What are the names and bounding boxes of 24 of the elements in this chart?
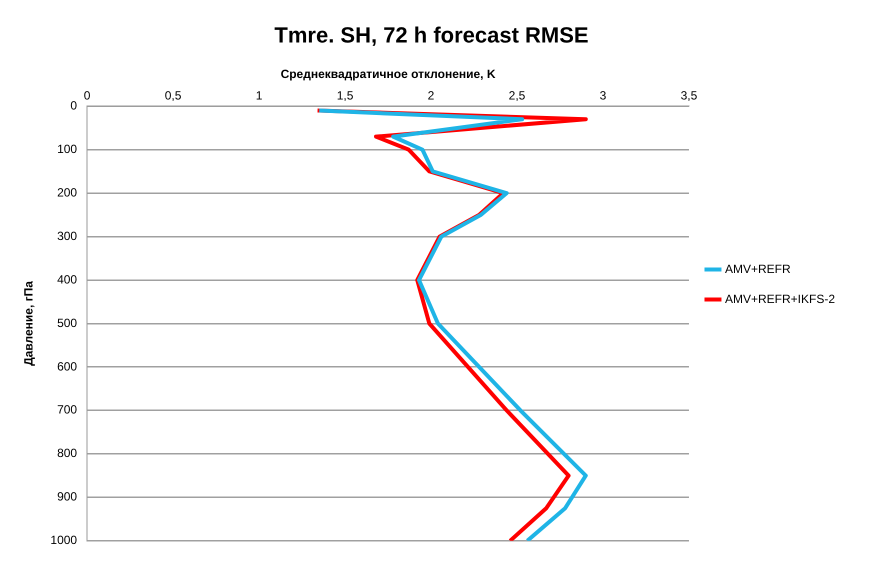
y-tick-label: 100 (57, 142, 78, 156)
x-tick-label: 2 (428, 88, 435, 102)
legend-label: AMV+REFR+IKFS-2 (724, 292, 836, 306)
y-tick-label: 0 (70, 98, 78, 113)
x-tick-label: 0 (84, 88, 91, 102)
x-tick-label: 1 (256, 88, 263, 102)
y-tick-label: 800 (57, 446, 78, 460)
y-tick-label: 400 (57, 272, 78, 286)
chart-title: Tmre. SH, 72 h forecast RMSE (274, 22, 589, 48)
y-tick-label: 200 (57, 185, 78, 200)
x-tick-label: 2,5 (508, 88, 526, 102)
x-tick-label: 0,5 (164, 88, 182, 102)
x-tick-label: 1,5 (336, 88, 354, 102)
y-tick-label: 500 (57, 316, 78, 330)
y-axis-title: Давление, гПа (22, 280, 36, 366)
y-tick-label: 1000 (50, 533, 78, 548)
y-tick-label: 900 (57, 490, 78, 504)
legend-label: AMV+REFR (724, 262, 791, 276)
y-tick-label: 700 (57, 402, 78, 417)
x-tick-label: 3,5 (680, 88, 698, 102)
x-tick-label: 3 (600, 88, 607, 102)
x-axis-title: Среднеквадратичное отклонение, K (280, 66, 496, 81)
y-tick-label: 600 (57, 359, 78, 374)
y-tick-label: 300 (57, 228, 78, 243)
